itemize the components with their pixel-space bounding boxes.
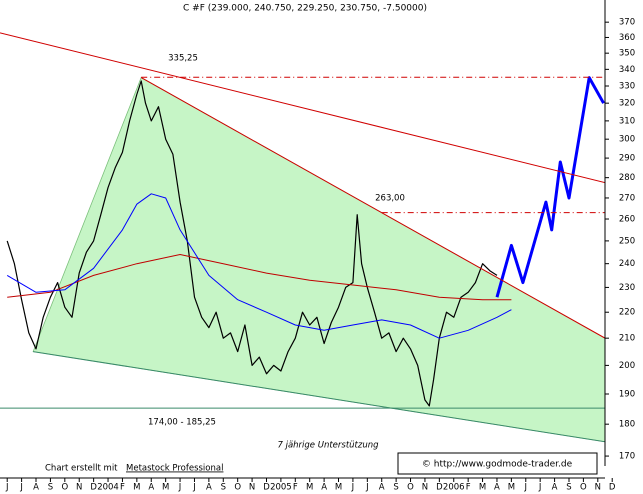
x-tick-label: A bbox=[321, 483, 327, 493]
y-tick-label: 170 bbox=[619, 452, 635, 462]
x-tick-label: J bbox=[5, 483, 9, 493]
x-tick-label: A bbox=[206, 483, 212, 493]
x-tick-label: 2005 bbox=[270, 483, 292, 493]
x-tick-label: A bbox=[379, 483, 385, 493]
annotation: 7 jährige Unterstützung bbox=[277, 441, 379, 451]
x-tick-label: M bbox=[508, 483, 515, 493]
x-tick-label: A bbox=[552, 483, 558, 493]
x-tick-label: S bbox=[393, 483, 398, 493]
x-tick-label: M bbox=[162, 483, 169, 493]
y-tick-label: 320 bbox=[619, 99, 635, 109]
x-tick-label: 2006 bbox=[443, 483, 465, 493]
x-tick-label: J bbox=[19, 483, 23, 493]
x-tick-label: F bbox=[120, 483, 125, 493]
x-tick-label: A bbox=[148, 483, 154, 493]
copyright-box bbox=[397, 452, 598, 475]
y-tick-label: 310 bbox=[619, 116, 635, 126]
chart-title: C #F (239.000, 240.750, 229.250, 230.750… bbox=[183, 4, 427, 14]
y-tick-label: 290 bbox=[619, 154, 635, 164]
x-tick-label: J bbox=[365, 483, 369, 493]
series-line bbox=[140, 77, 605, 339]
x-tick-label: N bbox=[595, 483, 601, 493]
y-tick-label: 220 bbox=[619, 308, 635, 318]
x-tick-label: 2004 bbox=[97, 483, 119, 493]
y-tick-label: 210 bbox=[619, 334, 635, 344]
credit: Chart erstellt mit bbox=[45, 464, 118, 474]
y-tick-label: 190 bbox=[619, 390, 635, 400]
x-tick-label: O bbox=[61, 483, 68, 493]
y-tick-label: 180 bbox=[619, 420, 635, 430]
x-tick-label: O bbox=[234, 483, 241, 493]
x-tick-label: D bbox=[436, 483, 443, 493]
y-tick-label: 260 bbox=[619, 215, 635, 225]
x-tick-label: J bbox=[178, 483, 182, 493]
annotation: 263,00 bbox=[375, 194, 405, 204]
series-line bbox=[33, 351, 605, 443]
x-tick-label: O bbox=[407, 483, 414, 493]
y-tick-label: 240 bbox=[619, 259, 635, 269]
y-tick-label: 330 bbox=[619, 82, 635, 92]
x-tick-label: J bbox=[538, 483, 542, 493]
series-line bbox=[495, 76, 605, 298]
annotation: 335,25 bbox=[168, 54, 198, 64]
x-tick-label: M bbox=[306, 483, 313, 493]
x-tick-label: D bbox=[263, 483, 270, 493]
y-tick-label: 370 bbox=[619, 18, 635, 28]
x-tick-label: A bbox=[494, 483, 500, 493]
x-tick-label: S bbox=[566, 483, 571, 493]
y-tick-label: 340 bbox=[619, 65, 635, 75]
copyright[interactable]: © http://www.godmode-trader.de bbox=[422, 460, 573, 470]
x-tick-label: M bbox=[133, 483, 140, 493]
y-tick-label: 250 bbox=[619, 236, 635, 246]
x-tick-label: J bbox=[192, 483, 196, 493]
x-tick-label: D bbox=[609, 483, 616, 493]
x-tick-label: M bbox=[335, 483, 342, 493]
y-tick-label: 280 bbox=[619, 173, 635, 183]
y-tick-label: 350 bbox=[619, 49, 635, 59]
x-tick-label: J bbox=[351, 483, 355, 493]
x-tick-label: A bbox=[33, 483, 39, 493]
series-line bbox=[6, 193, 512, 339]
x-tick-label: J bbox=[524, 483, 528, 493]
x-tick-label: M bbox=[479, 483, 486, 493]
annotation: 174,00 - 185,25 bbox=[148, 418, 216, 428]
y-tick-label: 200 bbox=[619, 361, 635, 371]
series-line bbox=[0, 32, 605, 184]
series-line bbox=[7, 254, 512, 301]
x-tick-label: F bbox=[293, 483, 298, 493]
y-tick-label: 270 bbox=[619, 193, 635, 203]
x-tick-label: N bbox=[422, 483, 428, 493]
x-tick-label: S bbox=[48, 483, 53, 493]
x-tick-label: O bbox=[580, 483, 587, 493]
series-line bbox=[6, 80, 498, 407]
y-tick-label: 360 bbox=[619, 33, 635, 43]
y-tick-label: 230 bbox=[619, 283, 635, 293]
x-tick-label: N bbox=[249, 483, 255, 493]
credit-link[interactable]: Metastock Professional bbox=[126, 464, 223, 474]
x-tick-label: F bbox=[466, 483, 471, 493]
y-tick-label: 300 bbox=[619, 135, 635, 145]
x-tick-label: N bbox=[76, 483, 82, 493]
x-tick-label: S bbox=[221, 483, 226, 493]
x-tick-label: D bbox=[90, 483, 97, 493]
